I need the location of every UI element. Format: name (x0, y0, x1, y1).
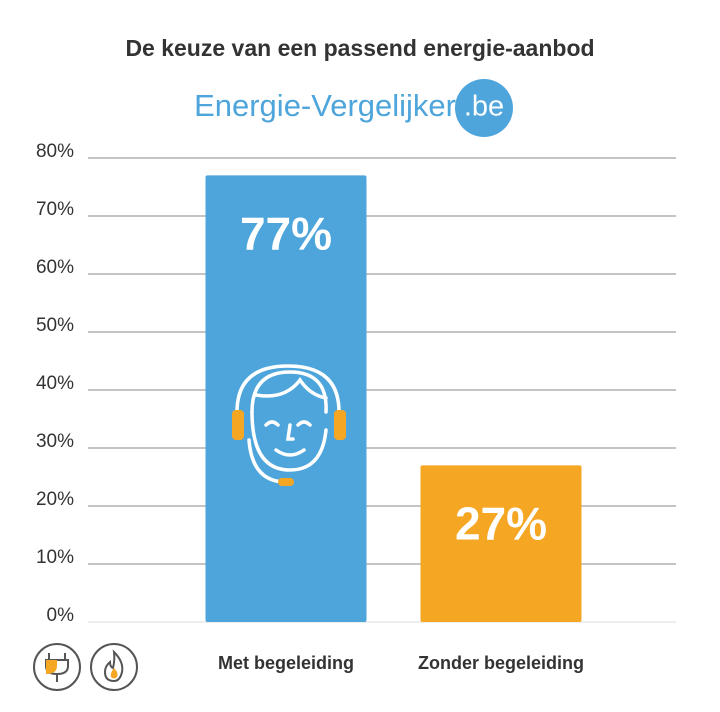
value-label: 77% (240, 208, 332, 260)
logo-suffix: .be (464, 91, 504, 123)
y-tick-label: 80% (36, 141, 74, 162)
y-tick-label: 70% (36, 199, 74, 220)
flame-icon (90, 643, 138, 691)
y-tick-label: 30% (36, 431, 74, 452)
flame-fill (110, 668, 118, 679)
headset-ear (232, 410, 244, 440)
flame-shape (103, 649, 124, 683)
headset-icon (235, 364, 341, 484)
plug-icon (33, 643, 81, 691)
plug-shape (45, 653, 69, 682)
y-tick-label: 40% (36, 373, 74, 394)
x-tick-label: Zonder begeleiding (418, 653, 584, 673)
y-tick-label: 20% (36, 489, 74, 510)
y-tick-label: 60% (36, 257, 74, 278)
plot: 0% 10% 20% 30% 40% 50% 60% 70% 80% 77% Met begelei… (36, 141, 676, 673)
y-tick-label: 10% (36, 547, 74, 568)
headset-mic (278, 478, 294, 486)
chart-title: De keuze van een passend energie-aanbod (125, 35, 594, 61)
y-tick-label: 50% (36, 315, 74, 336)
x-tick-label: Met begeleiding (218, 653, 354, 673)
value-label: 27% (455, 498, 547, 550)
bar (420, 465, 582, 622)
logo-circle (455, 79, 513, 137)
logo-text: Energie-Vergelijker (194, 88, 456, 123)
plug-fill (46, 660, 57, 674)
bar (205, 175, 367, 622)
y-tick-label: 0% (47, 605, 75, 626)
headset-ear (334, 410, 346, 440)
